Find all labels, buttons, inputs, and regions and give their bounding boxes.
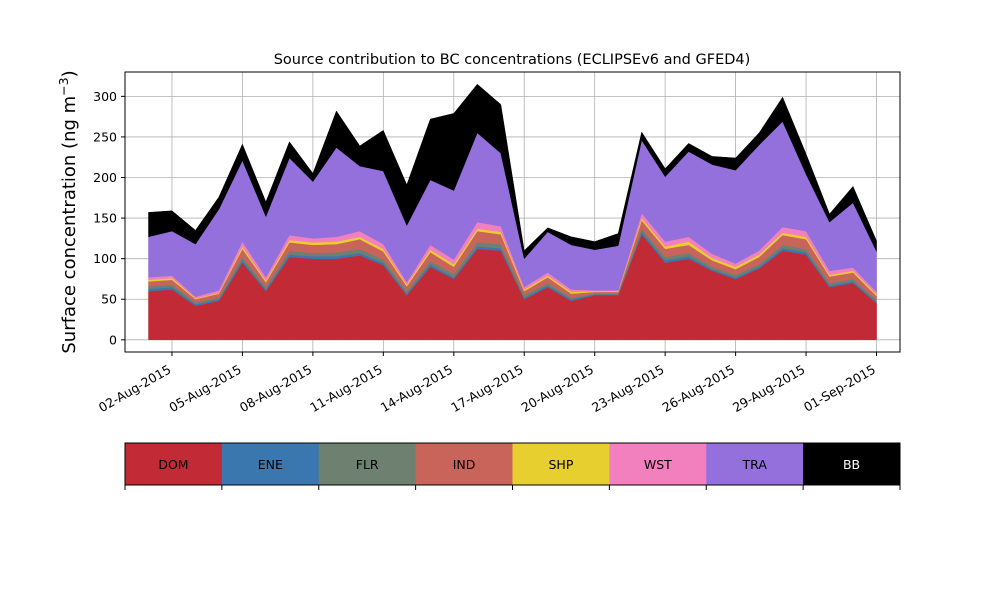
stacked-area-layer	[148, 83, 877, 341]
y-axis-label-close: )	[59, 70, 80, 77]
legend-swatch-ind	[415, 443, 513, 485]
y-tick-label: 200	[93, 170, 117, 185]
legend-swatch-shp	[512, 443, 610, 485]
y-tick-label: 150	[93, 211, 117, 226]
y-tick-label: 300	[93, 89, 117, 104]
y-axis-label-main: Surface concentration (ng m	[59, 96, 80, 354]
legend-label-ene: ENE	[258, 457, 283, 472]
legend-label-bb: BB	[843, 457, 860, 472]
legend-label-flr: FLR	[356, 457, 379, 472]
legend-swatch-wst	[609, 443, 707, 485]
y-axis-label-sup: −3	[56, 77, 71, 95]
legend-swatch-flr	[318, 443, 417, 485]
y-tick-label: 0	[109, 332, 117, 347]
y-tick-label: 250	[93, 129, 117, 144]
chart-title: Source contribution to BC concentrations…	[274, 52, 751, 68]
legend-label-dom: DOM	[158, 457, 188, 472]
legend-label-shp: SHP	[549, 457, 574, 472]
legend-swatch-ene	[221, 443, 320, 485]
y-axis-label: Surface concentration (ng m−3)	[56, 70, 80, 353]
legend-swatch-tra	[706, 443, 804, 485]
legend-swatch-bb	[803, 443, 901, 485]
legend-label-wst: WST	[644, 457, 672, 472]
legend-label-ind: IND	[453, 457, 476, 472]
area-bb	[148, 83, 877, 260]
legend-swatch-dom	[125, 443, 223, 485]
plot-frame	[124, 71, 901, 353]
legend-label-tra: TRA	[742, 457, 768, 472]
legend-colorbar: DOM ENE FLR IND SHP WST TRA BB	[124, 442, 901, 490]
y-tick-label: 50	[101, 292, 117, 307]
y-tick-label: 100	[93, 251, 117, 266]
